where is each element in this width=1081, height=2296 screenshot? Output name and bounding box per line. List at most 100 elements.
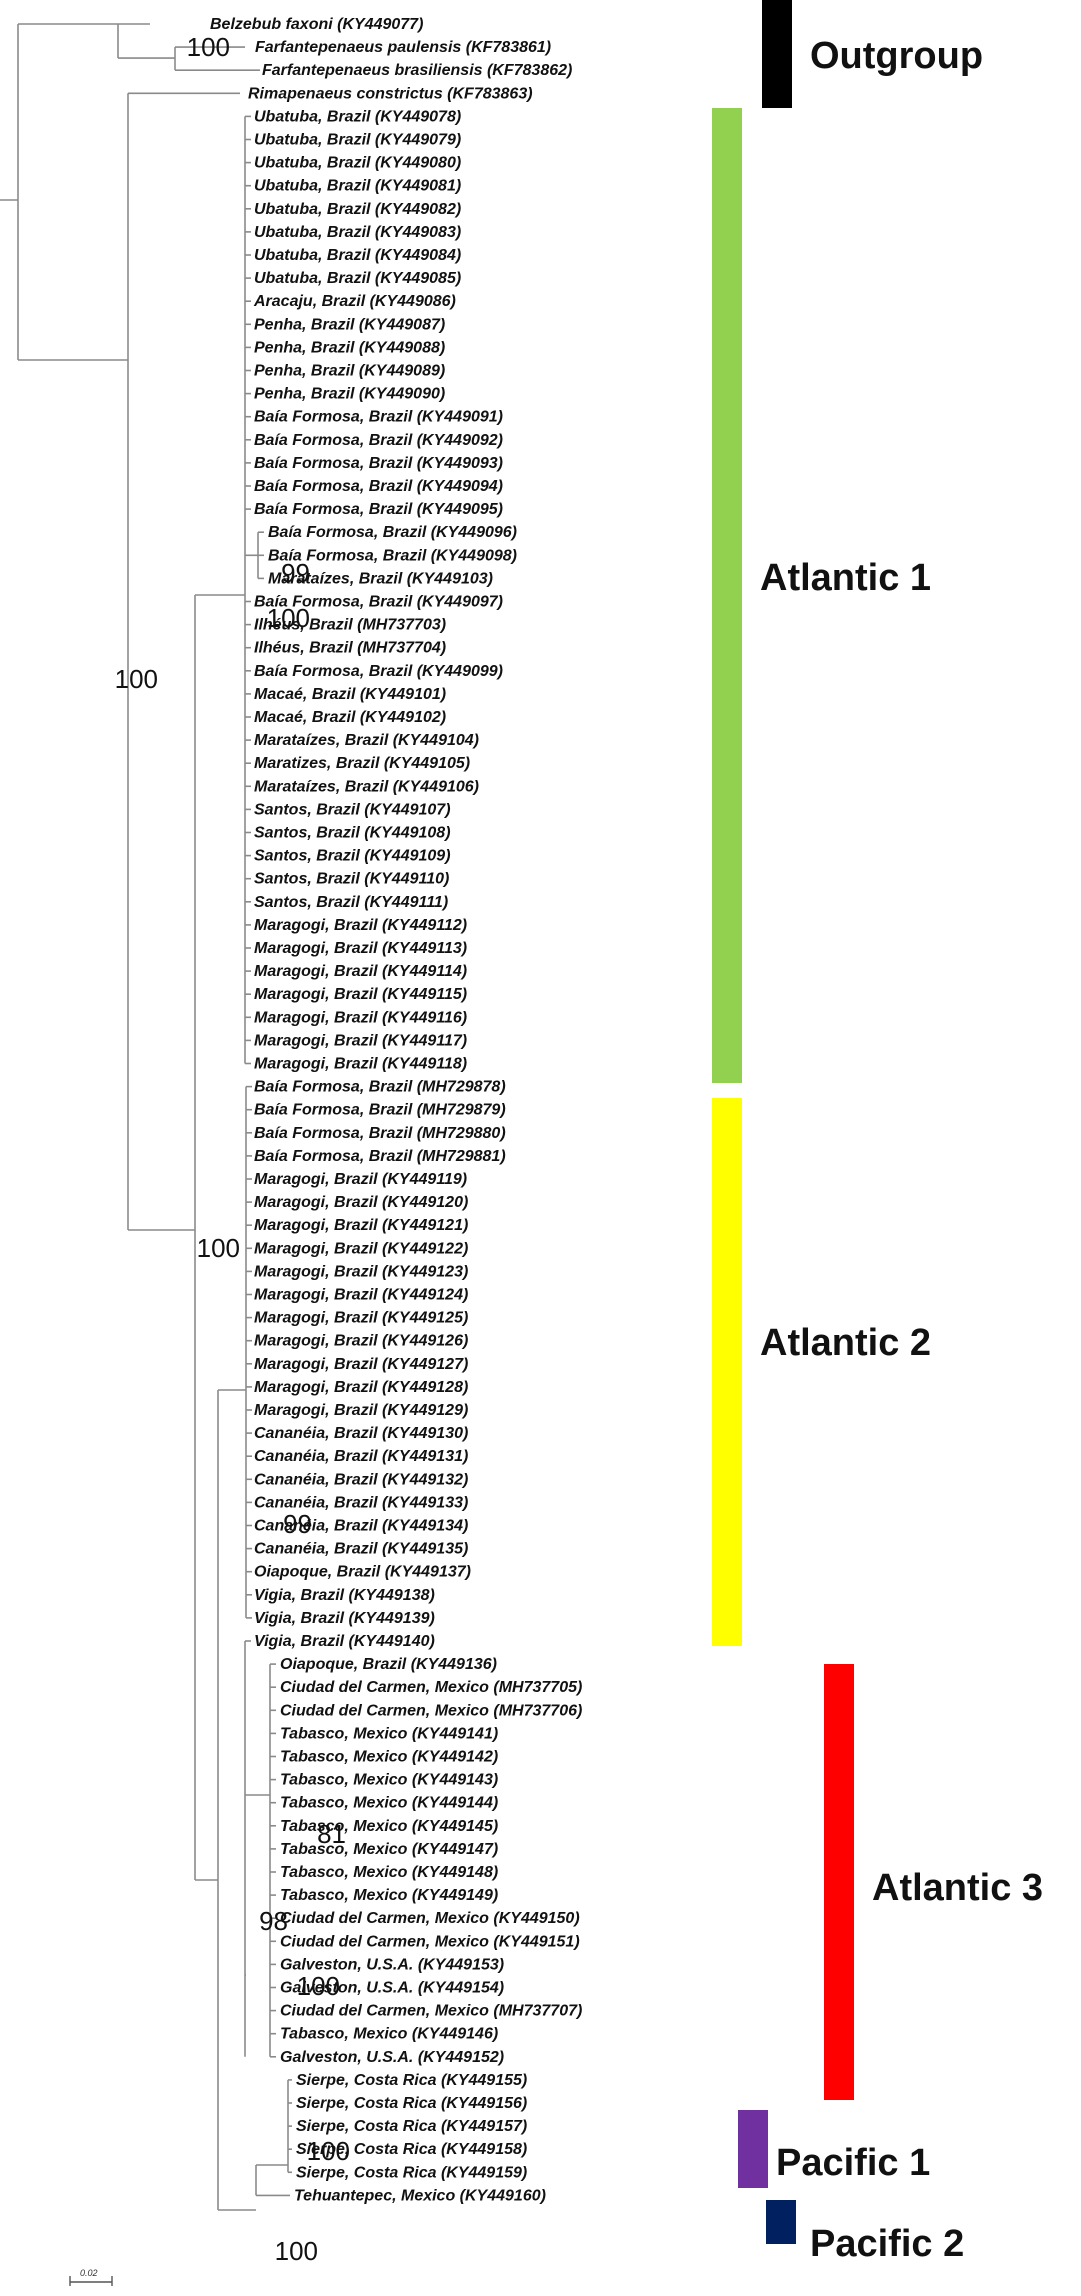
taxon-label: Cananéia, Brazil (KY449131) — [254, 1448, 468, 1465]
taxon-label: Maragogi, Brazil (KY449129) — [254, 1402, 468, 1419]
taxon-label: Maragogi, Brazil (KY449114) — [254, 963, 467, 980]
taxon-label: Tabasco, Mexico (KY449145) — [280, 1818, 498, 1835]
taxon-label: Sierpe, Costa Rica (KY449158) — [296, 2141, 527, 2158]
clade-label-outgroup: Outgroup — [810, 35, 983, 77]
taxon-label: Tabasco, Mexico (KY449144) — [280, 1795, 498, 1812]
taxon-label: Tabasco, Mexico (KY449142) — [280, 1749, 498, 1766]
taxon-label: Ubatuba, Brazil (KY449083) — [254, 224, 461, 241]
taxon-label: Maratizes, Brazil (KY449105) — [254, 755, 470, 772]
taxon-label: Vigia, Brazil (KY449139) — [254, 1610, 435, 1627]
taxon-label: Ubatuba, Brazil (KY449080) — [254, 155, 461, 172]
clade-bars: Outgroup Atlantic 1 Atlantic 2 Atlantic 3 Pa… — [712, 0, 1043, 2265]
clade-bar-pacific-1 — [738, 2110, 768, 2188]
taxon-label: Ubatuba, Brazil (KY449084) — [254, 247, 461, 264]
taxon-label: Maragogi, Brazil (KY449112) — [254, 917, 467, 934]
taxon-label: Marataízes, Brazil (KY449106) — [254, 778, 479, 795]
taxon-label: Farfantepenaeus brasiliensis (KF783862) — [262, 62, 572, 79]
bootstrap-value-ingroup-root: 100 — [115, 664, 158, 694]
taxon-label: Belzebub faxoni (KY449077) — [210, 16, 423, 33]
taxon-label: Sierpe, Costa Rica (KY449157) — [296, 2118, 527, 2135]
clade-bar-pacific-2 — [766, 2200, 796, 2244]
bootstrap-value-pacific1: 100 — [307, 2136, 350, 2166]
taxon-label: Maragogi, Brazil (KY449126) — [254, 1333, 468, 1350]
taxon-label: Oiapoque, Brazil (KY449137) — [254, 1564, 471, 1581]
taxon-label: Tabasco, Mexico (KY449147) — [280, 1841, 498, 1858]
taxon-label: Maragogi, Brazil (KY449116) — [254, 1009, 467, 1026]
taxon-label: Baía Formosa, Brazil (MH729878) — [254, 1079, 506, 1096]
taxon-label: Baía Formosa, Brazil (KY449098) — [268, 547, 517, 564]
taxon-label: Ciudad del Carmen, Mexico (MH737707) — [280, 2003, 582, 2020]
taxon-label: Ciudad del Carmen, Mexico (MH737706) — [280, 1702, 582, 1719]
taxon-label: Tabasco, Mexico (KY449149) — [280, 1887, 498, 1904]
clade-label-atlantic-3: Atlantic 3 — [872, 1867, 1043, 1909]
taxon-label: Maragogi, Brazil (KY449118) — [254, 1056, 467, 1073]
bootstrap-values: 100 100 100 99 100 99 98 81 100 100 100 — [115, 32, 350, 2266]
taxon-label: Marataízes, Brazil (KY449104) — [254, 732, 479, 749]
taxon-label: Sierpe, Costa Rica (KY449155) — [296, 2072, 527, 2089]
bootstrap-value-atlantic1: 100 — [267, 603, 310, 633]
taxon-label: Galveston, U.S.A. (KY449153) — [280, 1956, 504, 1973]
taxon-label: Penha, Brazil (KY449087) — [254, 316, 445, 333]
taxon-label: Cananéia, Brazil (KY449130) — [254, 1425, 468, 1442]
taxon-label: Sierpe, Costa Rica (KY449156) — [296, 2095, 527, 2112]
taxon-label: Galveston, U.S.A. (KY449152) — [280, 2049, 504, 2066]
taxon-label: Penha, Brazil (KY449088) — [254, 339, 445, 356]
taxon-label: Sierpe, Costa Rica (KY449159) — [296, 2164, 527, 2181]
taxon-label: Aracaju, Brazil (KY449086) — [253, 293, 456, 310]
taxon-label: Tehuantepec, Mexico (KY449160) — [294, 2187, 546, 2204]
taxon-label: Baía Formosa, Brazil (KY449092) — [254, 432, 503, 449]
taxon-label: Vigia, Brazil (KY449140) — [254, 1633, 435, 1650]
taxon-label: Santos, Brazil (KY449108) — [254, 825, 451, 842]
taxon-label: Ciudad del Carmen, Mexico (KY449151) — [280, 1933, 580, 1950]
bootstrap-value-atlantic3-pacific: 98 — [259, 1906, 288, 1936]
tree-branches — [0, 23, 292, 2211]
taxon-label: Maragogi, Brazil (KY449124) — [254, 1287, 468, 1304]
scale-bar: 0.02 — [69, 2268, 113, 2286]
taxon-label: Farfantepenaeus paulensis (KF783861) — [255, 39, 551, 56]
taxon-label: Santos, Brazil (KY449107) — [254, 801, 451, 818]
taxon-label: Baía Formosa, Brazil (KY449095) — [254, 501, 503, 518]
taxon-label: Penha, Brazil (KY449090) — [254, 386, 445, 403]
bootstrap-value-pacific: 100 — [275, 2236, 318, 2266]
taxon-label: Ciudad del Carmen, Mexico (MH737705) — [280, 1679, 582, 1696]
taxon-label: Ilhéus, Brazil (MH737704) — [254, 640, 446, 657]
taxon-label: Baía Formosa, Brazil (KY449091) — [254, 409, 503, 426]
bootstrap-value-atlantic3: 100 — [297, 1971, 340, 2001]
bootstrap-value-atlantic2: 99 — [283, 1509, 312, 1539]
taxon-label: Tabasco, Mexico (KY449143) — [280, 1772, 498, 1789]
clade-label-pacific-1: Pacific 1 — [776, 2142, 930, 2184]
taxon-label: Santos, Brazil (KY449109) — [254, 848, 451, 865]
clade-bar-atlantic-3 — [824, 1664, 854, 2100]
taxon-label: Tabasco, Mexico (KY449141) — [280, 1725, 498, 1742]
clade-label-pacific-2: Pacific 2 — [810, 2223, 964, 2265]
taxon-label: Maragogi, Brazil (KY449120) — [254, 1194, 468, 1211]
clade-label-atlantic-2: Atlantic 2 — [760, 1322, 931, 1364]
taxon-label: Baía Formosa, Brazil (KY449093) — [254, 455, 503, 472]
taxon-label: Ilhéus, Brazil (MH737703) — [254, 617, 446, 634]
taxon-label: Rimapenaeus constrictus (KF783863) — [248, 85, 533, 102]
taxon-label: Santos, Brazil (KY449111) — [254, 894, 448, 911]
taxon-label: Maragogi, Brazil (KY449117) — [254, 1032, 467, 1049]
taxon-label: Macaé, Brazil (KY449102) — [254, 709, 446, 726]
bootstrap-value-atlantic3-sub: 81 — [317, 1819, 346, 1849]
taxon-label: Ubatuba, Brazil (KY449078) — [254, 108, 461, 125]
taxon-label: Ubatuba, Brazil (KY449082) — [254, 201, 461, 218]
taxon-label: Baía Formosa, Brazil (KY449094) — [254, 478, 503, 495]
clade-label-atlantic-1: Atlantic 1 — [760, 557, 931, 599]
taxon-label: Cananéia, Brazil (KY449133) — [254, 1494, 468, 1511]
bootstrap-value-atlantic-main: 100 — [197, 1233, 240, 1263]
taxon-label: Cananéia, Brazil (KY449132) — [254, 1471, 468, 1488]
taxon-label: Ubatuba, Brazil (KY449079) — [254, 132, 461, 149]
taxon-label: Maragogi, Brazil (KY449127) — [254, 1356, 468, 1373]
taxon-label: Maragogi, Brazil (KY449123) — [254, 1263, 468, 1280]
bootstrap-value-atlantic1-sub: 99 — [281, 558, 310, 588]
taxon-label: Cananéia, Brazil (KY449135) — [254, 1541, 468, 1558]
taxon-label: Baía Formosa, Brazil (KY449097) — [254, 594, 503, 611]
taxon-label: Ubatuba, Brazil (KY449081) — [254, 178, 461, 195]
taxon-label: Baía Formosa, Brazil (MH729881) — [254, 1148, 506, 1165]
taxon-label: Maragogi, Brazil (KY449113) — [254, 940, 467, 957]
taxon-label: Oiapoque, Brazil (KY449136) — [280, 1656, 497, 1673]
taxon-label: Baía Formosa, Brazil (MH729879) — [254, 1102, 506, 1119]
taxon-label: Baía Formosa, Brazil (MH729880) — [254, 1125, 506, 1142]
